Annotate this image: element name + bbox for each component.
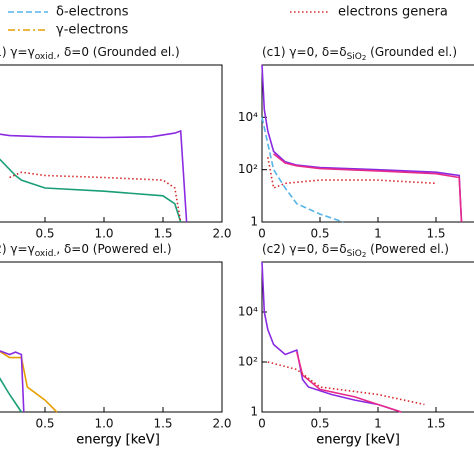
series-line <box>0 377 23 413</box>
title-part: 2 <box>362 251 366 259</box>
legend-label: γ-electrons <box>56 23 128 38</box>
series-line <box>261 261 402 413</box>
x-axis-label: energy [keV] <box>316 433 400 448</box>
series-line <box>267 157 437 190</box>
series-line <box>0 350 58 413</box>
x-tick-label: 2.0 <box>212 227 231 241</box>
plot-frame <box>261 64 474 223</box>
y-tick-label: 1 <box>250 405 258 419</box>
x-axis-label: energy [keV] <box>76 433 160 448</box>
title-part: (c2) γ=0, δ=δ <box>262 242 347 256</box>
plot-frame <box>261 261 474 413</box>
x-tick-label: 1 <box>374 417 382 431</box>
x-tick-label: 1.0 <box>94 227 113 241</box>
x-axis-label: energy [keV] <box>316 433 400 448</box>
x-tick-label: 2.0 <box>212 417 231 431</box>
y-tick-label: 1 <box>250 215 258 229</box>
title-part: (c1) γ=0, δ=δ <box>262 45 347 59</box>
legend-label: electrons genera <box>338 5 448 20</box>
x-tick-label: 1.0 <box>94 417 113 431</box>
x-tick-label: 0.5 <box>310 227 329 241</box>
series-line <box>261 117 344 223</box>
x-axis-label: energy [keV] <box>76 433 160 448</box>
y-tick-label: 10⁴ <box>238 110 258 124</box>
series-line <box>296 351 402 413</box>
legend-label: δ-electrons <box>56 5 129 20</box>
series-line <box>9 171 182 223</box>
title-part: (b1) γ=γ <box>0 45 35 59</box>
x-tick-label: 0.5 <box>35 417 54 431</box>
panel-title: (b1) γ=γoxid., δ=0 (Grounded el.) <box>0 45 180 62</box>
title-part: (b2) γ=γ <box>0 242 35 256</box>
panel-title: (c1) γ=0, δ=δSiO2 (Grounded el.) <box>262 45 457 63</box>
series-line <box>267 361 425 406</box>
title-part: SiO <box>347 52 362 62</box>
series-line <box>0 129 188 223</box>
y-tick-label: 10⁴ <box>238 305 258 319</box>
series-line <box>261 64 463 223</box>
title-part: SiO <box>347 249 362 259</box>
plot-frame <box>0 64 223 223</box>
x-tick-label: 1.5 <box>153 417 172 431</box>
x-tick-label: 1.5 <box>426 417 445 431</box>
title-part: oxid. <box>35 52 57 62</box>
x-tick-label: 1 <box>374 227 382 241</box>
title-part: , δ=0 (Powered el.) <box>56 242 171 256</box>
x-tick-label: 0.5 <box>310 417 329 431</box>
x-tick-label: 1.5 <box>426 227 445 241</box>
title-part: (Powered el.) <box>366 242 449 256</box>
series-line <box>273 153 463 223</box>
plot-frame <box>0 261 223 413</box>
title-part: oxid. <box>35 249 57 259</box>
y-tick-label: 10² <box>238 355 258 369</box>
x-tick-label: 1.5 <box>153 227 172 241</box>
title-part: , δ=0 (Grounded el.) <box>56 45 179 59</box>
x-tick-label: 0 <box>258 417 266 431</box>
title-part: (Grounded el.) <box>366 45 457 59</box>
x-tick-label: 0.5 <box>35 227 54 241</box>
panel-title: (c2) γ=0, δ=δSiO2 (Powered el.) <box>262 242 449 260</box>
y-tick-label: 10² <box>238 162 258 176</box>
series-line <box>0 350 25 413</box>
series-line <box>0 158 182 223</box>
x-tick-label: 0 <box>258 227 266 241</box>
title-part: 2 <box>362 54 366 62</box>
panel-title: (b2) γ=γoxid., δ=0 (Powered el.) <box>0 242 172 259</box>
